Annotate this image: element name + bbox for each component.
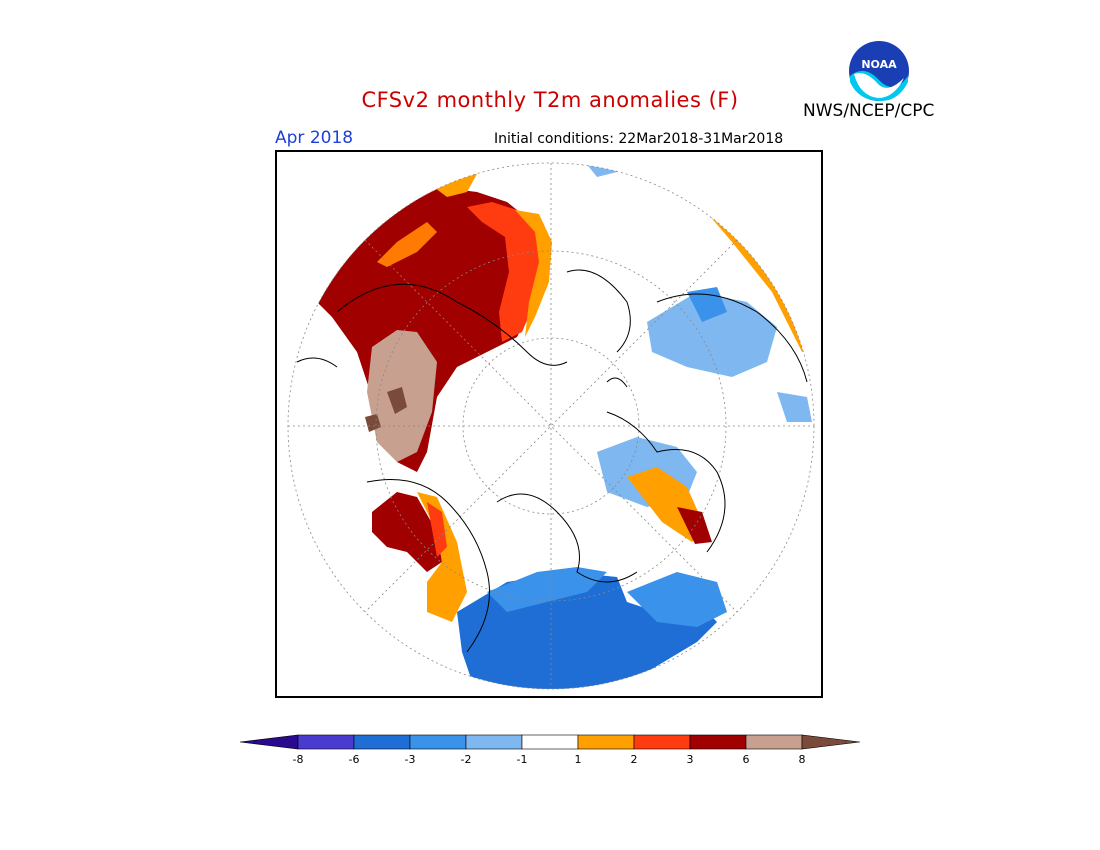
legend-tick-label: 8 — [799, 753, 806, 766]
agency-label: NWS/NCEP/CPC — [803, 101, 935, 121]
legend-bin — [689, 734, 747, 750]
page-title: CFSv2 monthly T2m anomalies (F) — [361, 88, 739, 112]
anomaly-region-alaska-lightblue — [777, 392, 812, 422]
anomaly-region-europe-orange — [417, 492, 467, 622]
graticule — [287, 162, 815, 690]
legend-bin — [353, 734, 411, 750]
legend-tick-label: -6 — [349, 753, 360, 766]
legend-svg: -8 -6 -3 -2 -1 1 2 3 6 8 — [239, 734, 861, 766]
legend-tick-label: 2 — [631, 753, 638, 766]
anomaly-map — [275, 150, 823, 698]
coastlines — [296, 269, 808, 653]
legend-tick-label: 3 — [687, 753, 694, 766]
polar-map-svg — [287, 162, 815, 690]
noaa-logo: NOAA — [848, 40, 910, 102]
color-legend: -8 -6 -3 -2 -1 1 2 3 6 8 — [239, 733, 861, 773]
legend-bin — [577, 734, 635, 750]
legend-arrow-low — [239, 734, 299, 750]
legend-tick-label: 6 — [743, 753, 750, 766]
legend-bin — [409, 734, 467, 750]
anomaly-region-bering-lightblue — [577, 163, 622, 177]
month-label: Apr 2018 — [275, 128, 354, 148]
legend-bin — [745, 734, 803, 750]
initial-conditions-label: Initial conditions: 22Mar2018-31Mar2018 — [494, 131, 784, 147]
anomaly-region-asia-lightblue — [627, 572, 727, 627]
legend-tick-label: -1 — [517, 753, 528, 766]
legend-tick-label: -8 — [293, 753, 304, 766]
anomaly-region-greenland-brown — [387, 387, 407, 414]
legend-bin — [521, 734, 579, 750]
noaa-logo-text: NOAA — [861, 58, 897, 71]
legend-bin — [633, 734, 691, 750]
legend-tick-label: 1 — [575, 753, 582, 766]
legend-bin — [465, 734, 523, 750]
legend-arrow-high — [801, 734, 861, 750]
anomaly-region-namerica-orange — [515, 210, 552, 337]
anomaly-region-namerica-red — [467, 202, 542, 342]
legend-bin — [297, 734, 355, 750]
anomaly-region-streak-orange — [377, 222, 437, 267]
legend-tick-label: -2 — [461, 753, 472, 766]
anomaly-region-canada-lightblue — [647, 292, 777, 377]
anomaly-region-greenland-brown-2 — [365, 414, 381, 432]
anomaly-region-asia-midblue — [487, 567, 607, 612]
legend-tick-label: -3 — [405, 753, 416, 766]
anomaly-region-namerica-darkred — [307, 187, 542, 472]
anomaly-region-europe-red — [427, 502, 447, 557]
